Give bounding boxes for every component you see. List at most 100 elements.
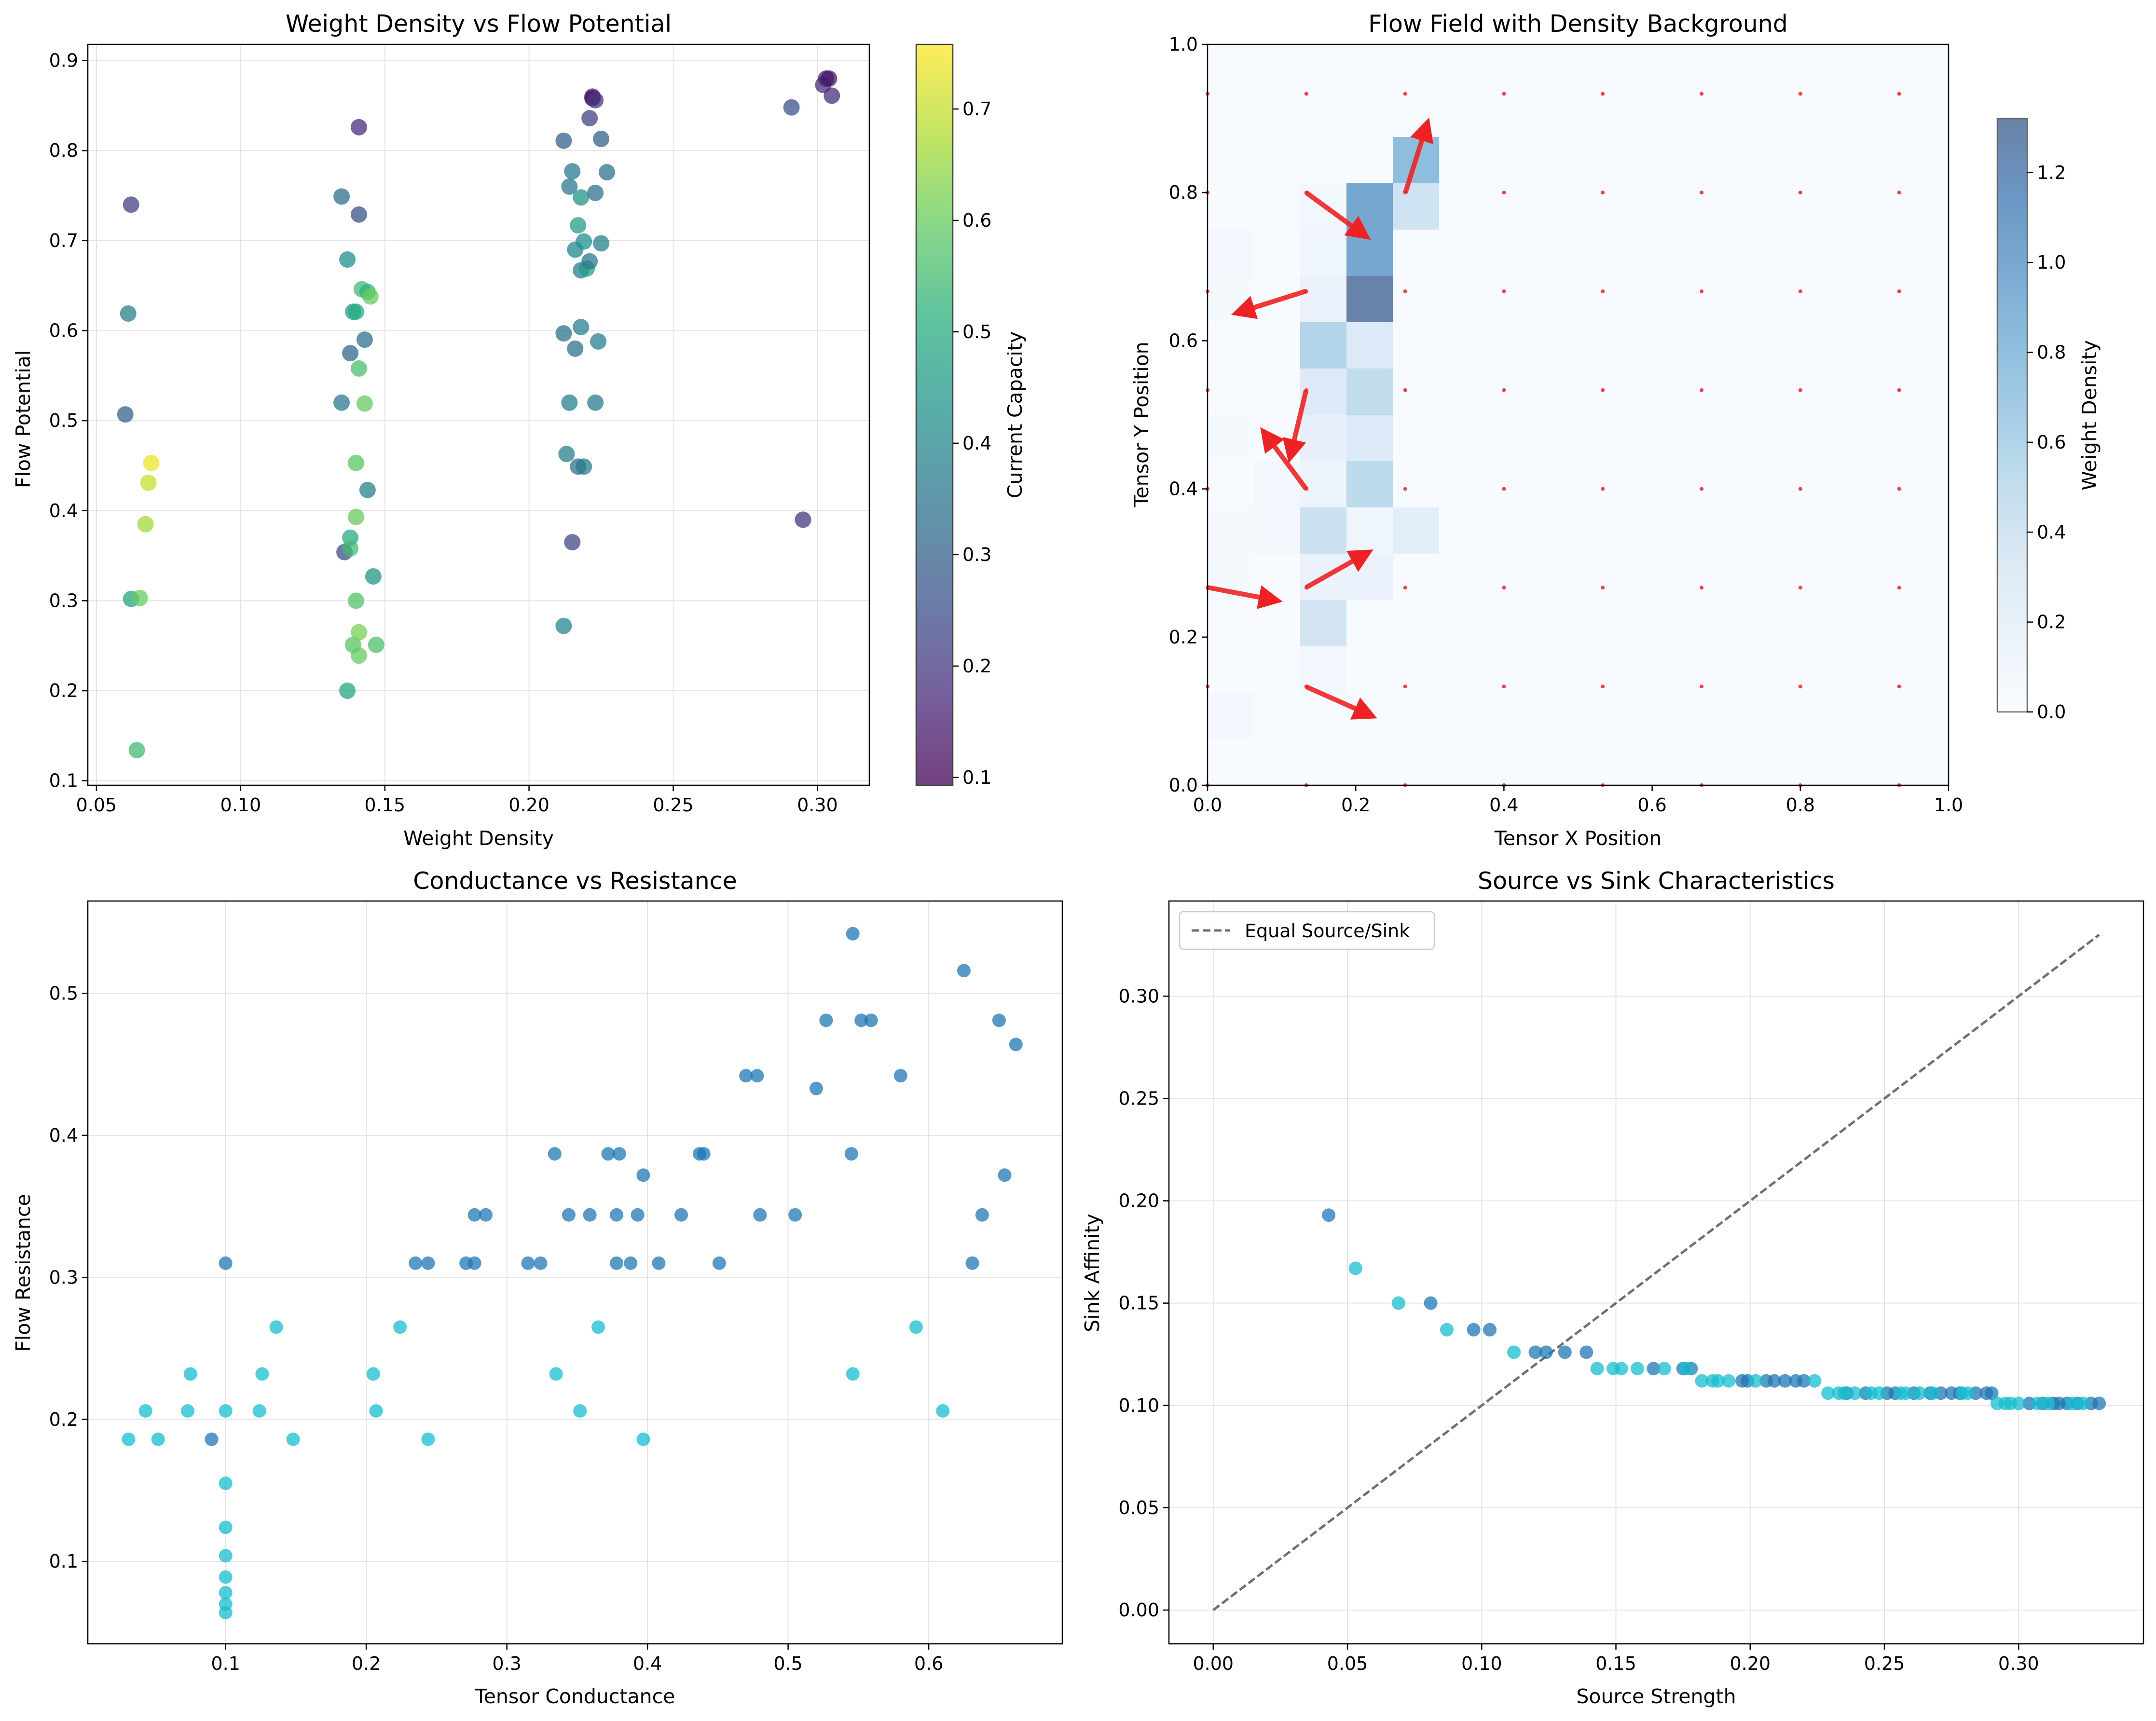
- y-tick-label: 1.0: [1169, 34, 1198, 55]
- vector-dot: [1798, 684, 1802, 689]
- scatter-point: [573, 319, 590, 336]
- vector-dot: [1798, 191, 1802, 195]
- scatter-point: [609, 1208, 623, 1222]
- equal-source-sink-line: [1212, 934, 2100, 1611]
- scatter-point: [269, 1320, 283, 1334]
- scatter-point: [333, 188, 350, 205]
- scatter-point: [362, 288, 379, 305]
- heatmap-cell: [1346, 322, 1393, 369]
- y-tick-label: 0.5: [49, 410, 78, 431]
- scatter-point: [2031, 1396, 2045, 1410]
- flow-arrow: [1305, 549, 1373, 590]
- scatter-point: [252, 1404, 266, 1418]
- scatter-point: [601, 1147, 615, 1161]
- x-tick-label: 0.00: [1193, 1653, 1234, 1674]
- scatter-point: [1483, 1323, 1497, 1337]
- scatter-point: [342, 540, 358, 557]
- scatter-point: [750, 1069, 764, 1083]
- x-tick-label: 0.30: [797, 794, 838, 816]
- panel-conductance: Conductance vs Resistance Tensor Conduct…: [12, 867, 1063, 1708]
- scatter-point: [347, 508, 364, 525]
- y-axis-label: Tensor Y Position: [1130, 341, 1153, 507]
- y-axis-label: Flow Potential: [12, 350, 35, 488]
- panel-flow-field: Flow Field with Density Background Tenso…: [1130, 10, 2101, 850]
- scatter-point: [342, 345, 358, 362]
- scatter-point: [359, 481, 376, 498]
- vector-dot: [1601, 487, 1605, 491]
- scatter-point: [1614, 1362, 1628, 1376]
- scatter-point: [1631, 1362, 1645, 1376]
- scatter-point: [1899, 1386, 1913, 1400]
- scatter-point: [593, 130, 610, 147]
- y-tick-label: 0.05: [1118, 1497, 1159, 1518]
- scatter-point: [965, 1256, 979, 1270]
- vector-dot: [1700, 289, 1704, 293]
- scatter-point: [1579, 1345, 1593, 1359]
- x-tick-label: 0.8: [1786, 794, 1815, 816]
- x-tick-label: 0.10: [1461, 1653, 1502, 1674]
- scatter-point: [2012, 1396, 2026, 1410]
- scatter-point: [558, 446, 575, 463]
- y-tick-label: 0.2: [49, 1409, 78, 1430]
- y-tick-label: 0.3: [49, 1267, 78, 1288]
- x-tick-label: 0.05: [76, 794, 117, 816]
- scatter-point: [2076, 1396, 2090, 1410]
- grid: [1169, 901, 2143, 1644]
- x-tick-label: 1.0: [1934, 794, 1963, 816]
- scatter-point: [936, 1404, 950, 1418]
- plot-frame: [87, 43, 870, 786]
- scatter-point: [697, 1147, 711, 1161]
- scatter-point: [576, 233, 592, 250]
- scatter-point: [564, 534, 581, 551]
- scatter-point: [286, 1432, 300, 1446]
- scatter-point: [366, 1367, 380, 1381]
- scatter-point: [609, 1256, 623, 1270]
- heatmap-cell: [1300, 461, 1346, 507]
- scatter-point: [636, 1168, 650, 1182]
- y-tick-label: 0.1: [49, 770, 78, 792]
- scatter-point: [1539, 1345, 1553, 1359]
- colorbar-tick-label: 0.4: [2037, 521, 2066, 543]
- colorbar-ticks: 0.1 0.2 0.3 0.4 0.5 0.6 0.7: [953, 98, 991, 788]
- scatter-points: [122, 927, 1023, 1620]
- vector-dot: [1897, 289, 1901, 293]
- scatter-point: [893, 1069, 907, 1083]
- scatter-point: [339, 683, 356, 699]
- scatter-point: [1767, 1374, 1781, 1388]
- y-tick-label: 0.6: [1169, 330, 1198, 351]
- scatter-point: [570, 217, 587, 234]
- scatter-point: [123, 196, 139, 213]
- x-tick-label: 0.4: [1489, 794, 1518, 816]
- scatter-point: [1647, 1362, 1661, 1376]
- vector-dot: [1403, 684, 1407, 689]
- scatter-point: [561, 394, 578, 411]
- vector-dot: [1502, 586, 1506, 590]
- y-axis-label: Flow Resistance: [12, 1194, 35, 1352]
- vector-dot: [1897, 191, 1901, 195]
- scatter-point: [350, 624, 367, 641]
- scatter-point: [409, 1256, 423, 1270]
- y-tick-label: 0.3: [49, 590, 78, 611]
- plot-frame: [1207, 43, 1950, 786]
- heatmap-cell: [1300, 322, 1346, 369]
- flow-arrow: [1207, 585, 1283, 609]
- heatmap-cell: [1208, 276, 1254, 322]
- vector-dot: [1502, 487, 1506, 491]
- colorbar-tick-label: 0.8: [2037, 342, 2066, 363]
- vector-dot: [1798, 487, 1802, 491]
- colorbar-tick-label: 0.4: [962, 433, 991, 454]
- colorbar-tick-label: 0.5: [962, 321, 991, 342]
- scatter-point: [131, 589, 148, 606]
- scatter-point: [333, 394, 350, 411]
- vector-dot: [1897, 586, 1901, 590]
- heatmap-cell: [1208, 415, 1254, 461]
- vector-dot: [1897, 92, 1901, 96]
- scatter-point: [587, 92, 604, 109]
- vector-dot: [1403, 388, 1407, 392]
- colorbar-tick-label: 0.0: [2037, 701, 2066, 723]
- plot-frame: [87, 900, 1063, 1645]
- scatter-point: [255, 1367, 269, 1381]
- colorbar-tick-label: 1.2: [2037, 162, 2066, 183]
- scatter-point: [975, 1208, 989, 1222]
- scatter-point: [783, 99, 800, 116]
